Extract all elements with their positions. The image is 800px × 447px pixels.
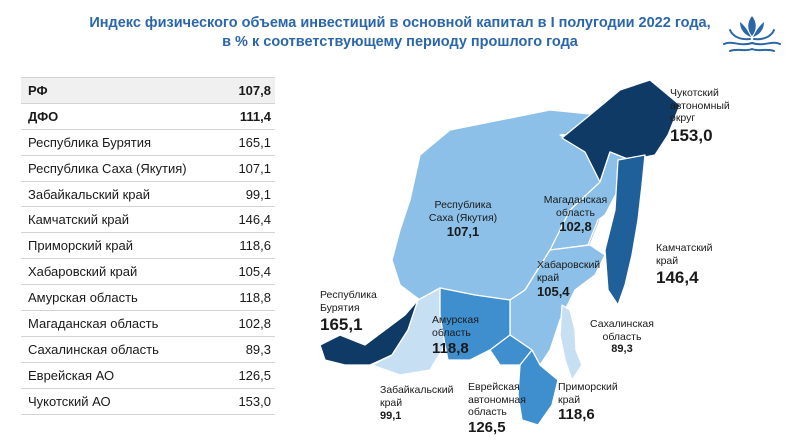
region-kamchatka [604,154,646,306]
label-primorye: Приморский край 118,6 [558,381,633,424]
row-name: ДФО [28,108,59,124]
label-name: область [556,206,595,219]
row-value: 102,8 [238,316,271,332]
row-value: 99,1 [245,186,271,202]
region-table: РФ 107,8 ДФО 111,4 Республика Бурятия 165,1… [21,77,275,415]
row-value: 118,8 [239,290,271,306]
row-name: РФ [28,83,48,98]
lotus-waves-icon [723,16,781,52]
label-value: 99,1 [380,410,402,422]
row-name: Амурская область [28,290,138,306]
label-name: Камчатский [656,242,713,254]
table-row: Республика Саха (Якутия) 107,1 [21,156,275,182]
label-name: край [558,393,581,406]
row-value: 105,4 [238,264,271,280]
row-value: 153,0 [238,393,271,409]
label-name: край [537,271,560,284]
label-value: 107,1 [446,224,480,239]
label-value: 118,6 [558,406,595,423]
row-value: 89,3 [245,341,271,357]
label-name: Республика [320,289,377,301]
region-amur [439,287,511,361]
row-name: Еврейская АО [28,367,115,383]
label-amur: Амурская область 118,8 [432,314,512,358]
label-name: Саха (Якутия) [428,211,498,224]
row-value: 146,4 [238,212,271,228]
row-name: Чукотский АО [28,393,111,409]
row-value: 111,4 [239,108,271,124]
table-row: Республика Бурятия 165,1 [21,130,275,156]
label-buryatia: Республика Бурятия 165,1 [320,289,410,335]
table-row: Чукотский АО 153,0 [21,389,275,415]
label-value: 165,1 [320,315,363,334]
label-name: Еврейская [468,381,520,393]
row-value: 165,1 [238,134,271,150]
label-kamchatka: Камчатский край 146,4 [656,242,746,288]
table-row: Сахалинская область 89,3 [21,337,275,363]
label-jewish: Еврейская автономная область 126,5 [468,381,543,437]
table-row: Забайкальский край 99,1 [21,182,275,208]
label-khabarovsk: Хабаровский край 105,4 [537,259,617,300]
row-name: Республика Бурятия [28,134,152,150]
label-name: край [656,254,679,267]
label-chukotka: Чукотский автономный округ 153,0 [670,87,780,146]
table-row: Еврейская АО 126,5 [21,363,275,389]
region-primorye [517,349,559,426]
row-value: 107,1 [238,160,271,176]
label-name: Магаданская [543,194,608,206]
label-name: Сахалинская [590,318,654,330]
table-row: Амурская область 118,8 [21,285,275,312]
page-subtitle: в % к соответствующему периоду прошлого … [222,34,578,50]
table-row: РФ 107,8 [21,77,275,104]
label-value: 105,4 [537,284,570,299]
table-row: Камчатский край 146,4 [21,207,275,234]
label-value: 146,4 [656,268,699,287]
region-chukotka [561,79,681,183]
region-magadan [549,151,631,251]
label-magadan: Магаданская область 102,8 [538,194,613,235]
label-name: автономная [468,393,526,406]
label-yakutia: Республика Саха (Якутия) 107,1 [408,199,518,240]
row-name: Хабаровский край [28,264,138,280]
label-value: 153,0 [670,125,713,145]
label-sakhalin: Сахалинская область 89,3 [582,318,662,356]
row-name: Камчатский край [28,212,129,228]
label-name: Приморский [558,381,618,393]
label-name: округ [670,112,696,124]
label-name: автономный [670,99,730,112]
row-value: 126,5 [238,367,271,383]
row-name: Республика Саха (Якутия) [28,160,187,176]
label-name: Чукотский [670,87,719,99]
label-name: край [380,396,403,409]
far-east-map: Республика Саха (Якутия) 107,1 Чукотский… [300,60,800,447]
page-title: Индекс физического объема инвестиций в о… [89,15,711,31]
table-row: Хабаровский край 105,4 [21,259,275,286]
row-value: 118,6 [239,238,271,254]
region-sakhalin [559,304,583,381]
label-value: 118,8 [432,340,469,357]
label-value: 102,8 [559,219,592,234]
row-name: Сахалинская область [28,341,159,357]
label-name: область [602,330,642,343]
table-row: Приморский край 118,6 [21,233,275,260]
label-name: Забайкальский [380,384,454,396]
table-row: ДФО 111,4 [21,104,275,130]
label-name: Бурятия [320,301,360,314]
row-name: Приморский край [28,238,133,254]
label-name: область [432,326,471,339]
row-value: 107,8 [238,83,271,98]
label-name: Хабаровский [537,259,601,271]
label-value: 126,5 [468,418,506,436]
label-value: 89,3 [611,343,633,355]
table-row: Магаданская область 102,8 [21,311,275,337]
row-name: Забайкальский край [28,186,151,202]
label-name: Амурская [432,314,479,326]
label-name: область [468,406,507,418]
label-name: Республика [434,199,492,211]
label-zabaikal: Забайкальский край 99,1 [380,384,460,423]
row-name: Магаданская область [28,316,159,332]
